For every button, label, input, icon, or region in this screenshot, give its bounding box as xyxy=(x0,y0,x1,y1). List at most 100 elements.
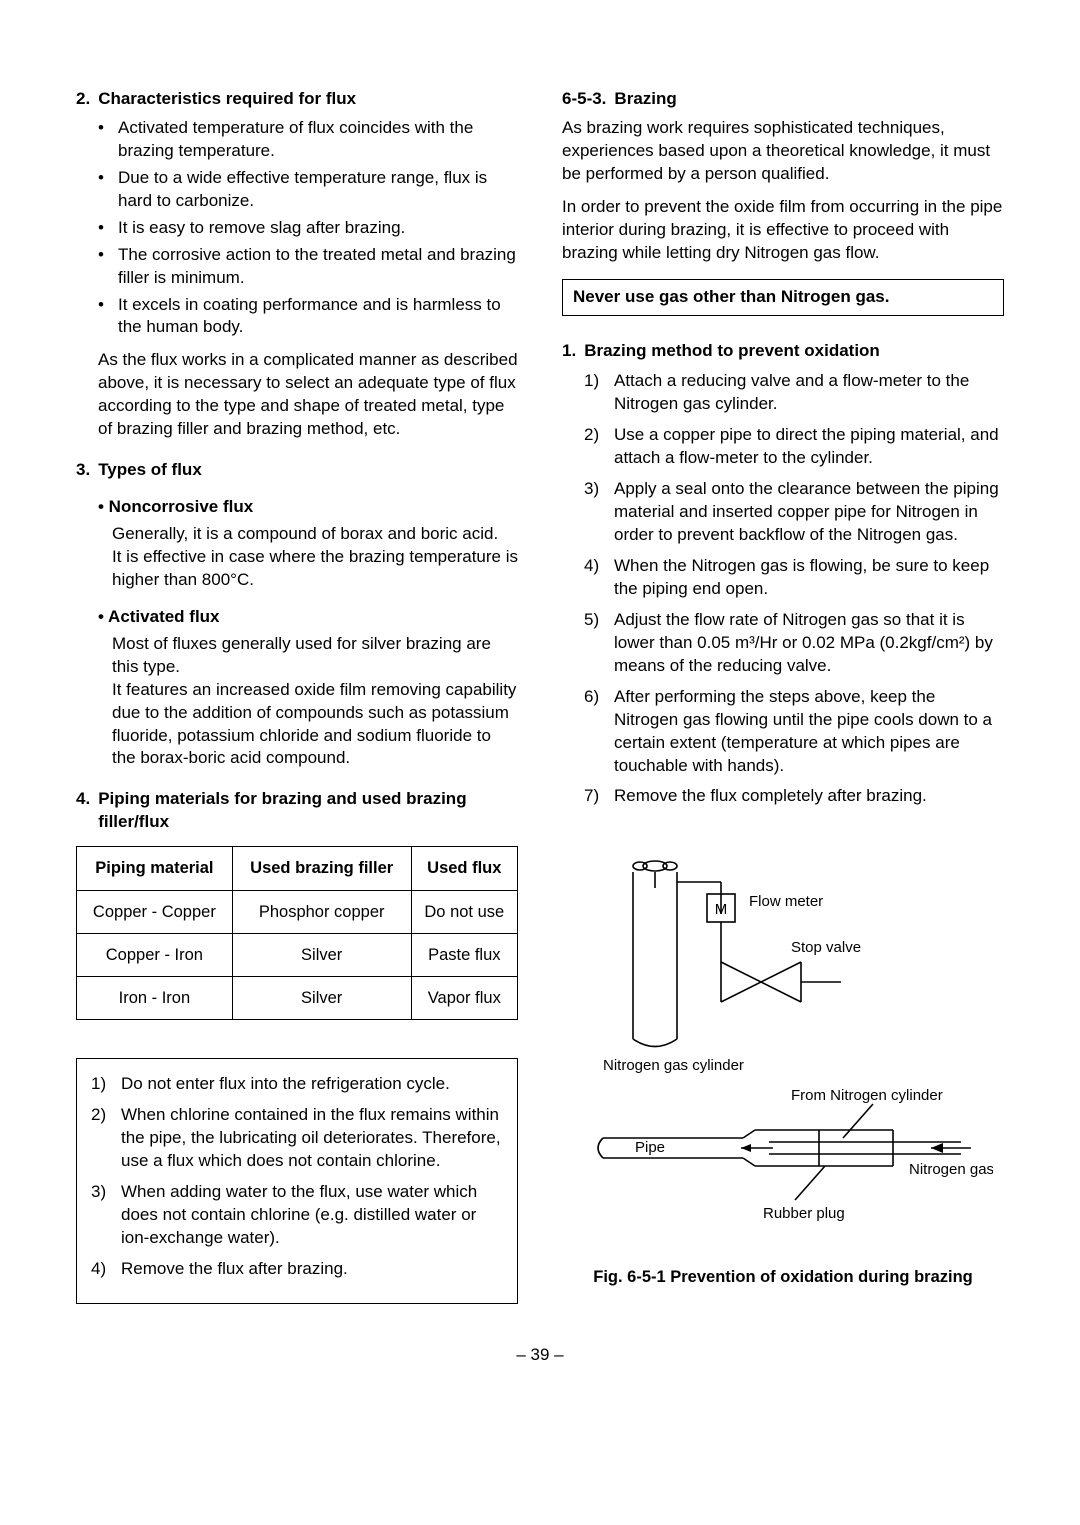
step-num: 1) xyxy=(584,370,606,416)
step-text: Attach a reducing valve and a flow-meter… xyxy=(614,370,1004,416)
note-num: 2) xyxy=(91,1104,113,1173)
section-4-heading: 4. Piping materials for brazing and used… xyxy=(76,788,518,834)
warning-box: Never use gas other than Nitrogen gas. xyxy=(562,279,1004,316)
cell: Iron - Iron xyxy=(77,977,233,1020)
two-column-layout: 2. Characteristics required for flux Act… xyxy=(76,88,1004,1304)
note-item: 4) Remove the flux after brazing. xyxy=(91,1258,505,1281)
svg-text:Flow meter: Flow meter xyxy=(749,893,823,910)
section-title: Characteristics required for flux xyxy=(98,88,356,111)
bullet-text: It excels in coating performance and is … xyxy=(118,294,518,340)
notes-box: 1) Do not enter flux into the refrigerati… xyxy=(76,1058,518,1304)
svg-text:Nitrogen gas: Nitrogen gas xyxy=(909,1161,993,1178)
note-text: Do not enter flux into the refrigeration… xyxy=(121,1073,450,1096)
step-item: 1)Attach a reducing valve and a flow-met… xyxy=(584,370,1004,416)
materials-table: Piping material Used brazing filler Used… xyxy=(76,846,518,1020)
notes-list: 1) Do not enter flux into the refrigerati… xyxy=(91,1073,505,1281)
section-number: 3. xyxy=(76,459,90,482)
step-item: 2)Use a copper pipe to direct the piping… xyxy=(584,424,1004,470)
table-header-row: Piping material Used brazing filler Used… xyxy=(77,847,518,890)
bullet-item: It is easy to remove slag after brazing. xyxy=(98,217,518,240)
brazing-diagram-icon: M Flow meter Stop valve Nitrogen gas cyl… xyxy=(573,844,993,1244)
table-row: Copper - Iron Silver Paste flux xyxy=(77,933,518,976)
step-item: 5)Adjust the flow rate of Nitrogen gas s… xyxy=(584,609,1004,678)
bullet-text: It is easy to remove slag after brazing. xyxy=(118,217,405,240)
step-item: 7) Remove the flux completely after brazi… xyxy=(584,785,1004,808)
note-text: When adding water to the flux, use water… xyxy=(121,1181,505,1250)
bullet-item: The corrosive action to the treated meta… xyxy=(98,244,518,290)
step-text: Use a copper pipe to direct the piping m… xyxy=(614,424,1004,470)
body-line: It features an increased oxide film remo… xyxy=(112,679,518,771)
noncorrosive-flux-heading: • Noncorrosive flux xyxy=(76,496,518,519)
right-column: 6-5-3. Brazing As brazing work requires … xyxy=(562,88,1004,1304)
cell: Copper - Copper xyxy=(77,890,233,933)
col-header: Piping material xyxy=(77,847,233,890)
note-item: 1) Do not enter flux into the refrigerati… xyxy=(91,1073,505,1096)
subsection-1-heading: 1. Brazing method to prevent oxidation xyxy=(562,340,1004,363)
noncorrosive-flux-body: Generally, it is a compound of borax and… xyxy=(76,523,518,592)
paragraph: As brazing work requires sophisticated t… xyxy=(562,117,1004,186)
section-number: 2. xyxy=(76,88,90,111)
cell: Silver xyxy=(232,933,411,976)
page-number: – 39 – xyxy=(76,1344,1004,1367)
step-num: 6) xyxy=(584,686,606,778)
step-text: Remove the flux completely after brazing… xyxy=(614,785,927,808)
svg-text:From Nitrogen cylinder: From Nitrogen cylinder xyxy=(791,1087,943,1104)
section-2-after: As the flux works in a complicated manne… xyxy=(76,349,518,441)
cell: Silver xyxy=(232,977,411,1020)
step-num: 3) xyxy=(584,478,606,547)
section-2-bullets: Activated temperature of flux coincides … xyxy=(76,117,518,339)
table-row: Copper - Copper Phosphor copper Do not u… xyxy=(77,890,518,933)
figure-651: M Flow meter Stop valve Nitrogen gas cyl… xyxy=(562,844,1004,1288)
note-text: Remove the flux after brazing. xyxy=(121,1258,348,1281)
cell: Copper - Iron xyxy=(77,933,233,976)
section-3-heading: 3. Types of flux xyxy=(76,459,518,482)
step-num: 5) xyxy=(584,609,606,678)
step-num: 7) xyxy=(584,785,606,808)
section-number: 6-5-3. xyxy=(562,88,606,111)
section-number: 1. xyxy=(562,340,576,363)
figure-caption: Fig. 6-5-1 Prevention of oxidation durin… xyxy=(562,1266,1004,1288)
body-line: Generally, it is a compound of borax and… xyxy=(112,523,518,546)
section-title: Piping materials for brazing and used br… xyxy=(98,788,518,834)
bullet-item: Due to a wide effective temperature rang… xyxy=(98,167,518,213)
section-title: Brazing xyxy=(614,88,676,111)
cell: Phosphor copper xyxy=(232,890,411,933)
note-num: 3) xyxy=(91,1181,113,1250)
note-item: 2)When chlorine contained in the flux re… xyxy=(91,1104,505,1173)
section-2-heading: 2. Characteristics required for flux xyxy=(76,88,518,111)
bullet-item: It excels in coating performance and is … xyxy=(98,294,518,340)
bullet-text: Activated temperature of flux coincides … xyxy=(118,117,518,163)
col-header: Used brazing filler xyxy=(232,847,411,890)
bullet-item: Activated temperature of flux coincides … xyxy=(98,117,518,163)
cell: Paste flux xyxy=(411,933,517,976)
step-num: 2) xyxy=(584,424,606,470)
svg-text:M: M xyxy=(715,901,728,918)
cell: Do not use xyxy=(411,890,517,933)
note-item: 3)When adding water to the flux, use wat… xyxy=(91,1181,505,1250)
step-text: Adjust the flow rate of Nitrogen gas so … xyxy=(614,609,1004,678)
body-line: It is effective in case where the brazin… xyxy=(112,546,518,592)
step-num: 4) xyxy=(584,555,606,601)
steps-list: 1)Attach a reducing valve and a flow-met… xyxy=(562,370,1004,808)
body-line: Most of fluxes generally used for silver… xyxy=(112,633,518,679)
svg-text:Stop valve: Stop valve xyxy=(791,939,861,956)
step-item: 3)Apply a seal onto the clearance betwee… xyxy=(584,478,1004,547)
step-text: Apply a seal onto the clearance between … xyxy=(614,478,1004,547)
cell: Vapor flux xyxy=(411,977,517,1020)
section-title: Types of flux xyxy=(98,459,202,482)
svg-text:Rubber plug: Rubber plug xyxy=(763,1205,845,1222)
step-text: When the Nitrogen gas is flowing, be sur… xyxy=(614,555,1004,601)
note-num: 4) xyxy=(91,1258,113,1281)
step-text: After performing the steps above, keep t… xyxy=(614,686,1004,778)
step-item: 6)After performing the steps above, keep… xyxy=(584,686,1004,778)
activated-flux-heading: • Activated flux xyxy=(76,606,518,629)
note-num: 1) xyxy=(91,1073,113,1096)
paragraph: In order to prevent the oxide film from … xyxy=(562,196,1004,265)
section-title: Brazing method to prevent oxidation xyxy=(584,340,880,363)
bullet-text: The corrosive action to the treated meta… xyxy=(118,244,518,290)
col-header: Used flux xyxy=(411,847,517,890)
section-653-heading: 6-5-3. Brazing xyxy=(562,88,1004,111)
section-number: 4. xyxy=(76,788,90,834)
svg-text:Nitrogen gas cylinder: Nitrogen gas cylinder xyxy=(603,1057,744,1074)
bullet-text: Due to a wide effective temperature rang… xyxy=(118,167,518,213)
